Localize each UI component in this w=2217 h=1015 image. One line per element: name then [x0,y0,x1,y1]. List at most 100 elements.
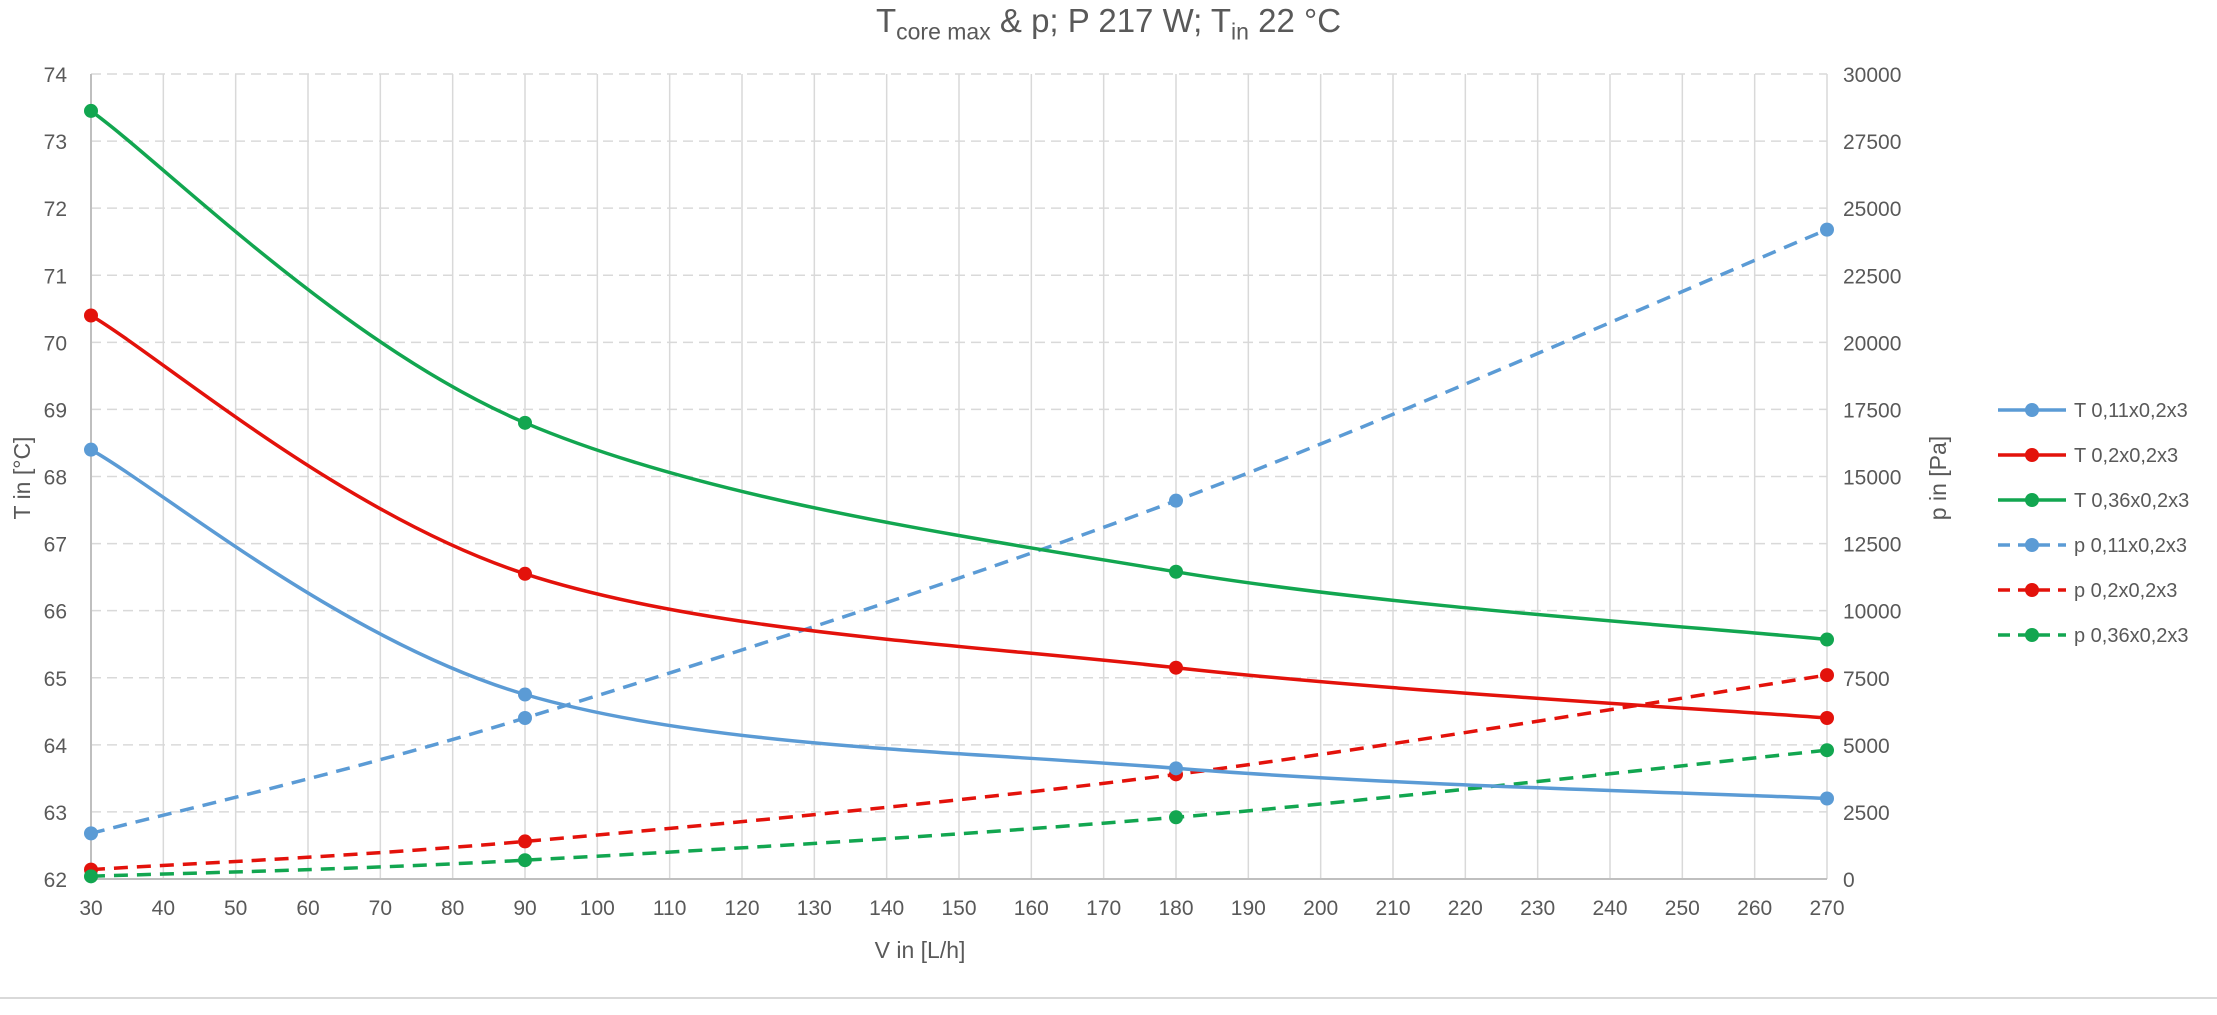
x-tick-label: 240 [1592,897,1627,920]
y-right-tick-label: 10000 [1843,601,1901,624]
legend-item: T 0,2x0,2x3 [1998,445,2178,467]
series-point [1169,564,1183,579]
x-tick-label: 160 [1014,897,1049,920]
legend-marker [2025,583,2039,597]
series-line [90,227,1828,836]
x-tick-label: 100 [580,897,615,920]
legend-marker [2025,493,2039,507]
series-layer [84,103,1834,884]
x-tick-label: 250 [1665,897,1700,920]
x-tick-label: 170 [1086,897,1121,920]
series-point [84,103,98,118]
y-left-tick-label: 73 [44,131,67,154]
y-right-tick-label: 0 [1843,869,1855,892]
legend-label: p 0,36x0,2x3 [2074,625,2189,647]
series-point [1169,660,1183,675]
y-left-tick-label: 63 [44,802,67,825]
y-right-tick-label: 25000 [1843,198,1901,221]
legend-item: p 0,36x0,2x3 [1998,625,2189,647]
x-tick-label: 210 [1375,897,1410,920]
x-tick-label: 190 [1231,897,1266,920]
y-right-tick-label: 15000 [1843,467,1901,490]
series-line [89,109,1828,642]
y-right-tick-label: 20000 [1843,332,1901,355]
legend-marker [2025,628,2039,642]
series-5 [84,743,1834,884]
series-point [518,566,532,581]
legend-item: T 0,36x0,2x3 [1998,490,2189,512]
axis-layer: 30 40 50 60 70 80 90 100 110 120 130 140 150 160 170 18… [44,64,1902,920]
x-tick-label: 60 [296,897,319,920]
x-axis-label: V in [L/h] [875,937,966,963]
title-end: 22 °C [1248,2,1342,39]
x-tick-label: 30 [79,897,102,920]
legend-marker [2025,448,2039,462]
series-point [518,711,532,725]
title-mid: & p; P 217 W; T [990,2,1232,39]
series-point [1820,791,1834,806]
y-right-tick-label: 30000 [1843,64,1901,87]
y-left-tick-label: 67 [44,534,67,557]
legend-label: p 0,2x0,2x3 [2074,580,2177,602]
title-mid-sub: in [1231,18,1249,45]
y-axis-right-label: p in [Pa] [1925,436,1951,520]
legend-item: p 0,2x0,2x3 [1998,580,2177,602]
x-tick-label: 50 [224,897,247,920]
series-point [1820,668,1834,683]
legend-label: T 0,11x0,2x3 [2074,400,2188,422]
y-right-tick-label: 12500 [1843,534,1901,557]
x-tick-label: 230 [1520,897,1555,920]
y-left-tick-label: 65 [44,668,67,691]
series-point [1820,711,1834,725]
legend-item: T 0,11x0,2x3 [1998,400,2188,422]
y-left-tick-label: 74 [44,64,68,87]
series-point [518,834,532,849]
legend-marker [2025,538,2039,552]
y-left-tick-label: 72 [44,198,67,221]
y-right-tick-label: 7500 [1843,668,1890,691]
x-tick-label: 150 [941,897,976,920]
series-point [84,308,98,323]
series-point [84,826,98,841]
y-left-tick-label: 66 [44,601,67,624]
legend-label: T 0,2x0,2x3 [2074,445,2178,467]
x-tick-label: 270 [1809,897,1844,920]
x-tick-label: 120 [724,897,759,920]
y-left-tick-label: 64 [44,735,68,758]
series-line [90,313,1828,720]
y-right-tick-label: 5000 [1843,735,1890,758]
grid-layer [90,73,1828,879]
x-tick-label: 130 [797,897,832,920]
x-tick-label: 180 [1158,897,1193,920]
series-point [1169,493,1183,508]
y-left-tick-label: 71 [44,265,67,288]
y-left-tick-label: 62 [44,869,67,892]
y-left-tick-label: 70 [44,332,67,355]
x-tick-label: 40 [152,897,175,920]
legend-label: T 0,36x0,2x3 [2074,490,2189,512]
legend-item: p 0,11x0,2x3 [1998,535,2187,557]
x-tick-label: 90 [513,897,536,920]
series-line [90,448,1828,801]
series-point [1820,222,1834,237]
x-tick-label: 80 [441,897,464,920]
title-main-sub: core max [896,18,991,45]
x-tick-label: 220 [1448,897,1483,920]
y-right-tick-label: 22500 [1843,265,1901,288]
legend-marker [2025,403,2039,417]
x-tick-label: 260 [1737,897,1772,920]
series-line [90,748,1828,879]
x-tick-label: 110 [653,897,686,920]
y-left-tick-label: 68 [44,467,67,490]
series-point [1820,632,1834,647]
series-3 [84,222,1834,841]
x-tick-label: 140 [869,897,904,920]
series-point [518,687,532,702]
series-point [1169,761,1183,776]
legend: T 0,11x0,2x3 T 0,2x0,2x3 T 0,36x0,2x3 p 0,1… [1998,400,2189,647]
x-tick-label: 200 [1303,897,1338,920]
x-tick-label: 70 [369,897,392,920]
series-line [90,673,1828,872]
